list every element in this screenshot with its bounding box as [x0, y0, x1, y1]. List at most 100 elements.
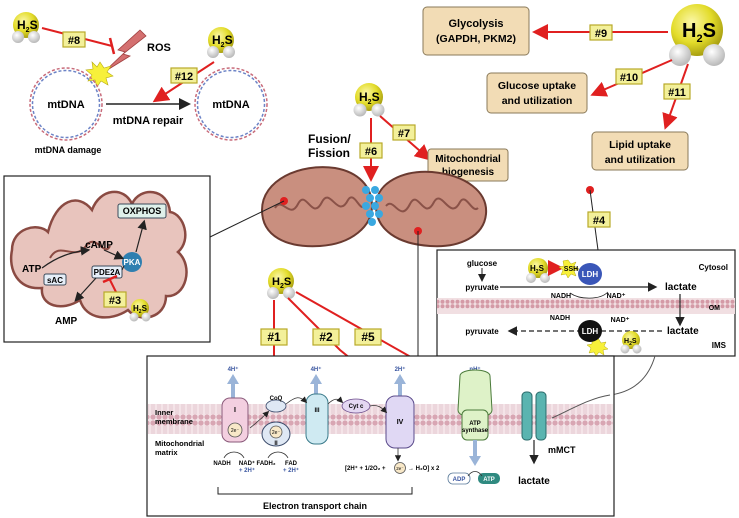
marker-11 — [663, 83, 691, 100]
biogenesis-box — [427, 148, 509, 182]
marker-2 — [312, 328, 340, 346]
nadh-top-label: NADH — [551, 293, 571, 300]
pde2a-box — [91, 265, 123, 279]
glucose-label: glucose — [467, 259, 498, 268]
proton-2h: 2H⁺ — [395, 366, 406, 373]
svg-text:H2S: H2S — [530, 264, 545, 275]
biogenesis-line2: biogenesis — [442, 167, 495, 178]
complex-ii-label: II — [274, 441, 278, 447]
svg-text:H2S: H2S — [359, 90, 380, 106]
cytc-label: Cyt c — [349, 404, 364, 410]
marker-9 — [589, 24, 613, 41]
adp-label: ADP — [453, 477, 466, 483]
atp-synthase-line1: ATP — [469, 421, 481, 427]
proton-4h-1: 4H⁺ — [228, 366, 239, 373]
nad-line2: + 2H⁺ — [239, 467, 255, 474]
marker-7-text: #7 — [398, 128, 410, 140]
ros-label: ROS — [147, 42, 171, 54]
fusion-line2: Fission — [308, 146, 350, 160]
mtdna-damage-label: mtDNA damage — [35, 145, 102, 155]
atp-pill-label: ATP — [483, 477, 495, 483]
ims-label: IMS — [712, 341, 727, 350]
marker-1 — [260, 328, 288, 346]
marker-7 — [392, 124, 416, 141]
lactate-mid-label: lactate — [667, 326, 699, 337]
reaction-start: [2H⁺ + 1/2O₂ + — [345, 465, 386, 472]
fusion-line1: Fusion/ — [308, 132, 351, 146]
nadh-label: NADH — [213, 461, 230, 467]
h2s-molecule-8: H2S — [12, 12, 40, 43]
matrix-line2: matrix — [155, 448, 178, 457]
damage-burst-icon — [85, 61, 114, 88]
glucose-box — [486, 72, 588, 114]
pka-circle — [122, 252, 142, 272]
h2s-molecule-ims: H2S — [620, 331, 642, 354]
camp-label: cAMP — [85, 240, 113, 251]
mmct-left — [521, 391, 533, 441]
atp-synthase-line2: synthase — [462, 428, 489, 434]
marker-10 — [615, 68, 643, 85]
ros-lightning-icon — [103, 29, 147, 73]
svg-text:H2S: H2S — [272, 276, 291, 290]
marker-12-text: #12 — [175, 71, 193, 83]
pyruvate-top-label: pyruvate — [465, 283, 499, 292]
complex-iv — [385, 395, 415, 449]
nad-bottom-label: NAD⁺ — [611, 317, 630, 324]
amp-label: AMP — [55, 316, 78, 327]
marker-11-text: #11 — [668, 87, 686, 99]
ldh-bottom-shape — [578, 320, 602, 342]
complex-iii-label: III — [314, 408, 319, 414]
svg-text:H2S: H2S — [17, 18, 38, 34]
marker-6-text: #6 — [365, 146, 377, 158]
mtdna-label-right: mtDNA — [212, 99, 249, 111]
mitochondrion-right-icon — [374, 170, 488, 248]
complex-iii — [305, 393, 329, 445]
lipid-line2: and utilization — [605, 154, 676, 166]
nadh-bottom-label: NADH — [550, 315, 570, 322]
coq-label: CoQ — [270, 396, 283, 402]
cytosol-label: Cytosol — [699, 263, 728, 272]
complex-iv-label: IV — [397, 419, 404, 426]
complex-i-label: I — [234, 407, 236, 414]
marker-12 — [170, 67, 198, 84]
svg-text:H2S: H2S — [624, 338, 637, 347]
oxphos-box — [117, 203, 167, 219]
marker-6 — [359, 142, 383, 159]
svg-text:H2S: H2S — [133, 304, 148, 315]
h2s-molecule-ldh: H2S — [526, 258, 550, 283]
h2s-molecule-center: H2S — [353, 83, 385, 117]
etc-bracket — [217, 487, 413, 495]
marker-3 — [103, 291, 127, 308]
inner-line1: Inner — [155, 408, 173, 417]
etc-label: Electron transport chain — [263, 501, 367, 511]
fadh2-label: FADH₂ — [257, 461, 276, 467]
e2-label-1: 2e⁻ — [231, 428, 240, 434]
fusion-proteins-icon — [362, 186, 383, 226]
mitochondrion-left-icon — [260, 166, 374, 248]
coq-shape — [265, 399, 287, 413]
mtdna-repaired-circle — [194, 67, 268, 141]
lactate-top-label: lactate — [665, 282, 697, 293]
glucose-line1: Glucose uptake — [498, 80, 576, 92]
ssh-burst-icon — [558, 259, 580, 279]
h2s-molecule-etc: H2S — [267, 268, 295, 299]
marker-8-text: #8 — [68, 35, 80, 47]
marker-5 — [354, 328, 382, 346]
fad-line1: FAD — [285, 461, 298, 467]
pde2a-label: PDE2A — [94, 268, 121, 277]
nad-line1: NAD⁺ — [239, 460, 255, 467]
glucose-line2: and utilization — [502, 95, 573, 107]
lipid-box — [591, 131, 689, 171]
ssh-label: SSH — [564, 266, 578, 273]
matrix-line1: Mitochondrial — [155, 439, 204, 448]
glycolysis-line1: Glycolysis — [448, 18, 503, 30]
marker-5-text: #5 — [361, 330, 375, 344]
sac-box — [43, 273, 67, 286]
mtdna-damaged-circle — [29, 67, 103, 141]
mtdna-label-left: mtDNA — [47, 99, 84, 111]
marker-8 — [62, 31, 86, 48]
marker-10-text: #10 — [620, 72, 638, 84]
biogenesis-line1: Mitochondrial — [435, 154, 501, 165]
lactate-bottom-label: lactate — [518, 476, 550, 487]
marker-4-text: #4 — [593, 215, 606, 227]
